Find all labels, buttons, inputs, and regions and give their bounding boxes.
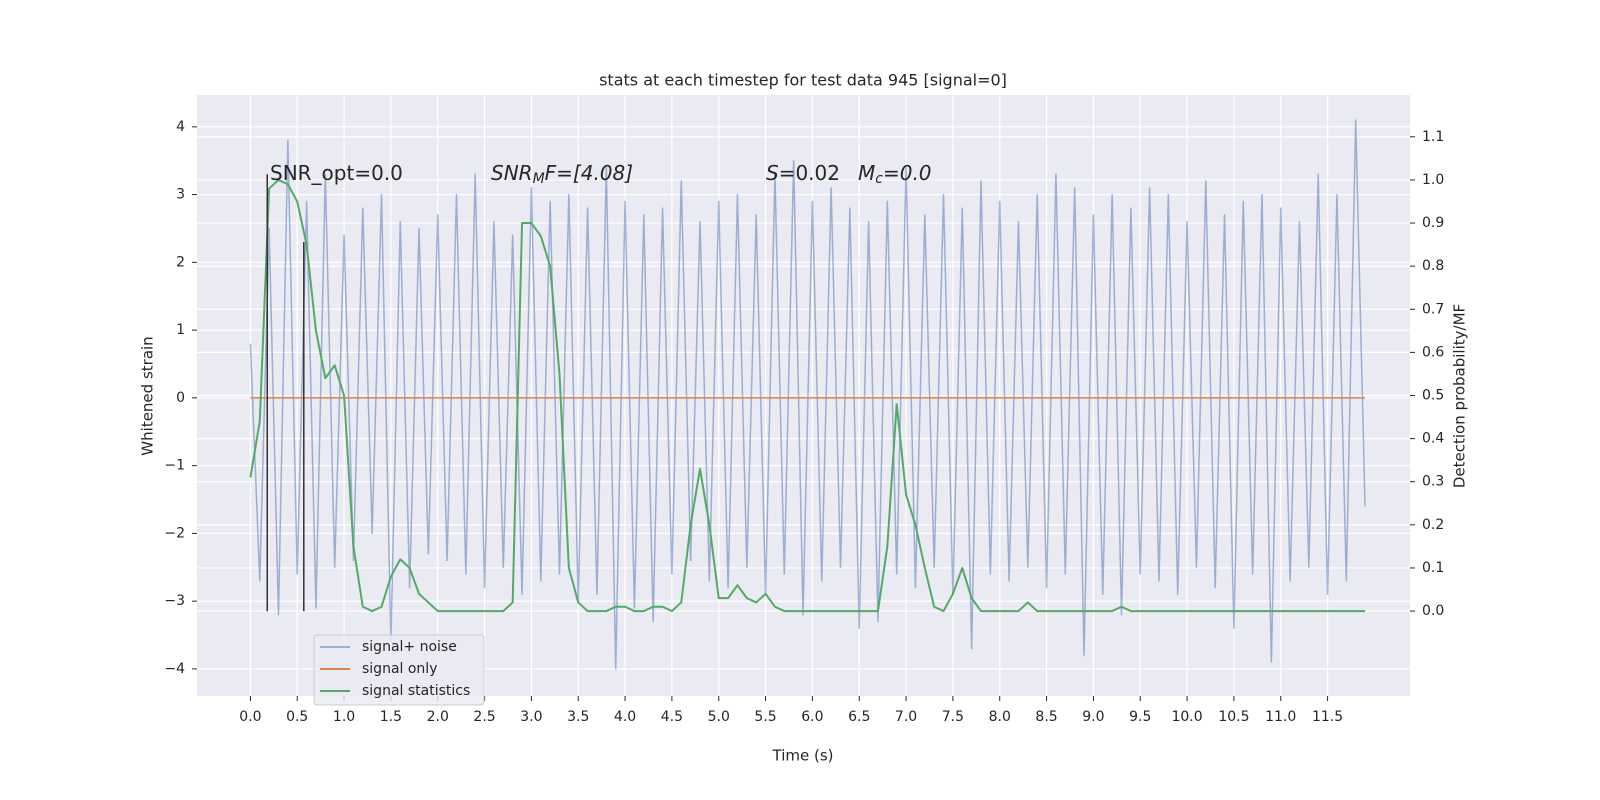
y2-tick-label: 0.6 — [1422, 344, 1444, 360]
y2-tick-label: 0.3 — [1422, 474, 1444, 490]
x-tick-label: 11.0 — [1265, 709, 1296, 725]
y2-tick-label: 0.2 — [1422, 517, 1444, 533]
x-tick-label: 0.0 — [239, 709, 261, 725]
annotation: Mc=0.0 — [858, 161, 932, 188]
y2-tick-label: 0.8 — [1422, 258, 1444, 274]
x-tick-label: 1.5 — [380, 709, 402, 725]
x-axis-label: Time (s) — [772, 747, 834, 765]
x-tick-label: 5.0 — [708, 709, 730, 725]
x-tick-label: 1.0 — [333, 709, 355, 725]
legend-label: signal statistics — [362, 683, 470, 699]
legend: signal+ noise signal only signal statistic… — [313, 634, 485, 706]
annotation-part: S — [766, 161, 779, 185]
y-tick-label: 1 — [176, 322, 185, 338]
x-tick-label: 3.5 — [567, 709, 589, 725]
annotation: S=0.02 — [766, 161, 840, 185]
x-tick-label: 3.0 — [520, 709, 542, 725]
x-tick-label: 11.5 — [1312, 709, 1343, 725]
annotation-part: F=[4.08] — [545, 161, 633, 185]
x-tick-label: 10.5 — [1218, 709, 1249, 725]
x-tick-label: 6.5 — [848, 709, 870, 725]
y2-tick-label: 1.1 — [1422, 129, 1444, 145]
x-tick-label: 4.0 — [614, 709, 636, 725]
annotation-part: M — [533, 171, 545, 187]
y2-tick-label: 0.7 — [1422, 301, 1444, 317]
x-tick-label: 2.0 — [427, 709, 449, 725]
y-tick-label: −3 — [164, 593, 185, 609]
x-tick-label: 6.0 — [801, 709, 823, 725]
legend-label: signal+ noise — [362, 639, 457, 655]
y2-tick-label: 1.0 — [1422, 172, 1444, 188]
x-tick-label: 8.5 — [1035, 709, 1057, 725]
y-tick-label: 2 — [176, 254, 185, 270]
y-axis-label: Whitened strain — [139, 336, 157, 455]
legend-label: signal only — [362, 661, 437, 677]
y-tick-label: 3 — [176, 187, 185, 203]
y-tick-label: −1 — [164, 458, 185, 474]
annotation-part: c — [875, 171, 883, 187]
annotation: SNRMF=[4.08] — [491, 161, 633, 188]
annotation-part: =0.0 — [883, 161, 932, 185]
y2-tick-label: 0.5 — [1422, 388, 1444, 404]
y-tick-label: 0 — [176, 390, 185, 406]
y2-tick-label: 0.9 — [1422, 215, 1444, 231]
y2-tick-label: 0.4 — [1422, 431, 1444, 447]
y-tick-label: 4 — [176, 119, 185, 135]
annotation-part: =0.02 — [779, 161, 840, 185]
x-tick-label: 5.5 — [754, 709, 776, 725]
legend-box — [313, 634, 485, 706]
annotation-part: M — [858, 161, 875, 185]
x-tick-label: 10.0 — [1171, 709, 1202, 725]
chart-title: stats at each timestep for test data 945… — [599, 71, 1007, 90]
marks — [249, 119, 1366, 670]
y-tick-label: −4 — [164, 661, 185, 677]
annotation-part: SNR_opt=0.0 — [270, 161, 403, 185]
annotation: SNR_opt=0.0 — [270, 161, 403, 185]
y2-tick-label: 0.1 — [1422, 560, 1444, 576]
x-tick-label: 9.5 — [1129, 709, 1151, 725]
series-line — [249, 119, 1366, 670]
x-tick-label: 0.5 — [286, 709, 308, 725]
x-tick-label: 2.5 — [473, 709, 495, 725]
x-tick-label: 7.0 — [895, 709, 917, 725]
x-tick-label: 7.5 — [942, 709, 964, 725]
labels: 0.0 0.5 1.0 1.5 2.0 2.5 3.0 3.5 4.0 4.5 5.0 5.5 6.0 6… — [164, 119, 1444, 725]
y-tick-label: −2 — [164, 525, 185, 541]
y2-tick-label: 0.0 — [1422, 603, 1444, 619]
x-tick-label: 9.0 — [1082, 709, 1104, 725]
x-tick-label: 8.0 — [989, 709, 1011, 725]
series-line — [249, 178, 1366, 613]
x-tick-label: 4.5 — [661, 709, 683, 725]
annotation-part: SNR — [491, 161, 533, 185]
y2-axis-label: Detection probability/MF — [1451, 304, 1469, 488]
